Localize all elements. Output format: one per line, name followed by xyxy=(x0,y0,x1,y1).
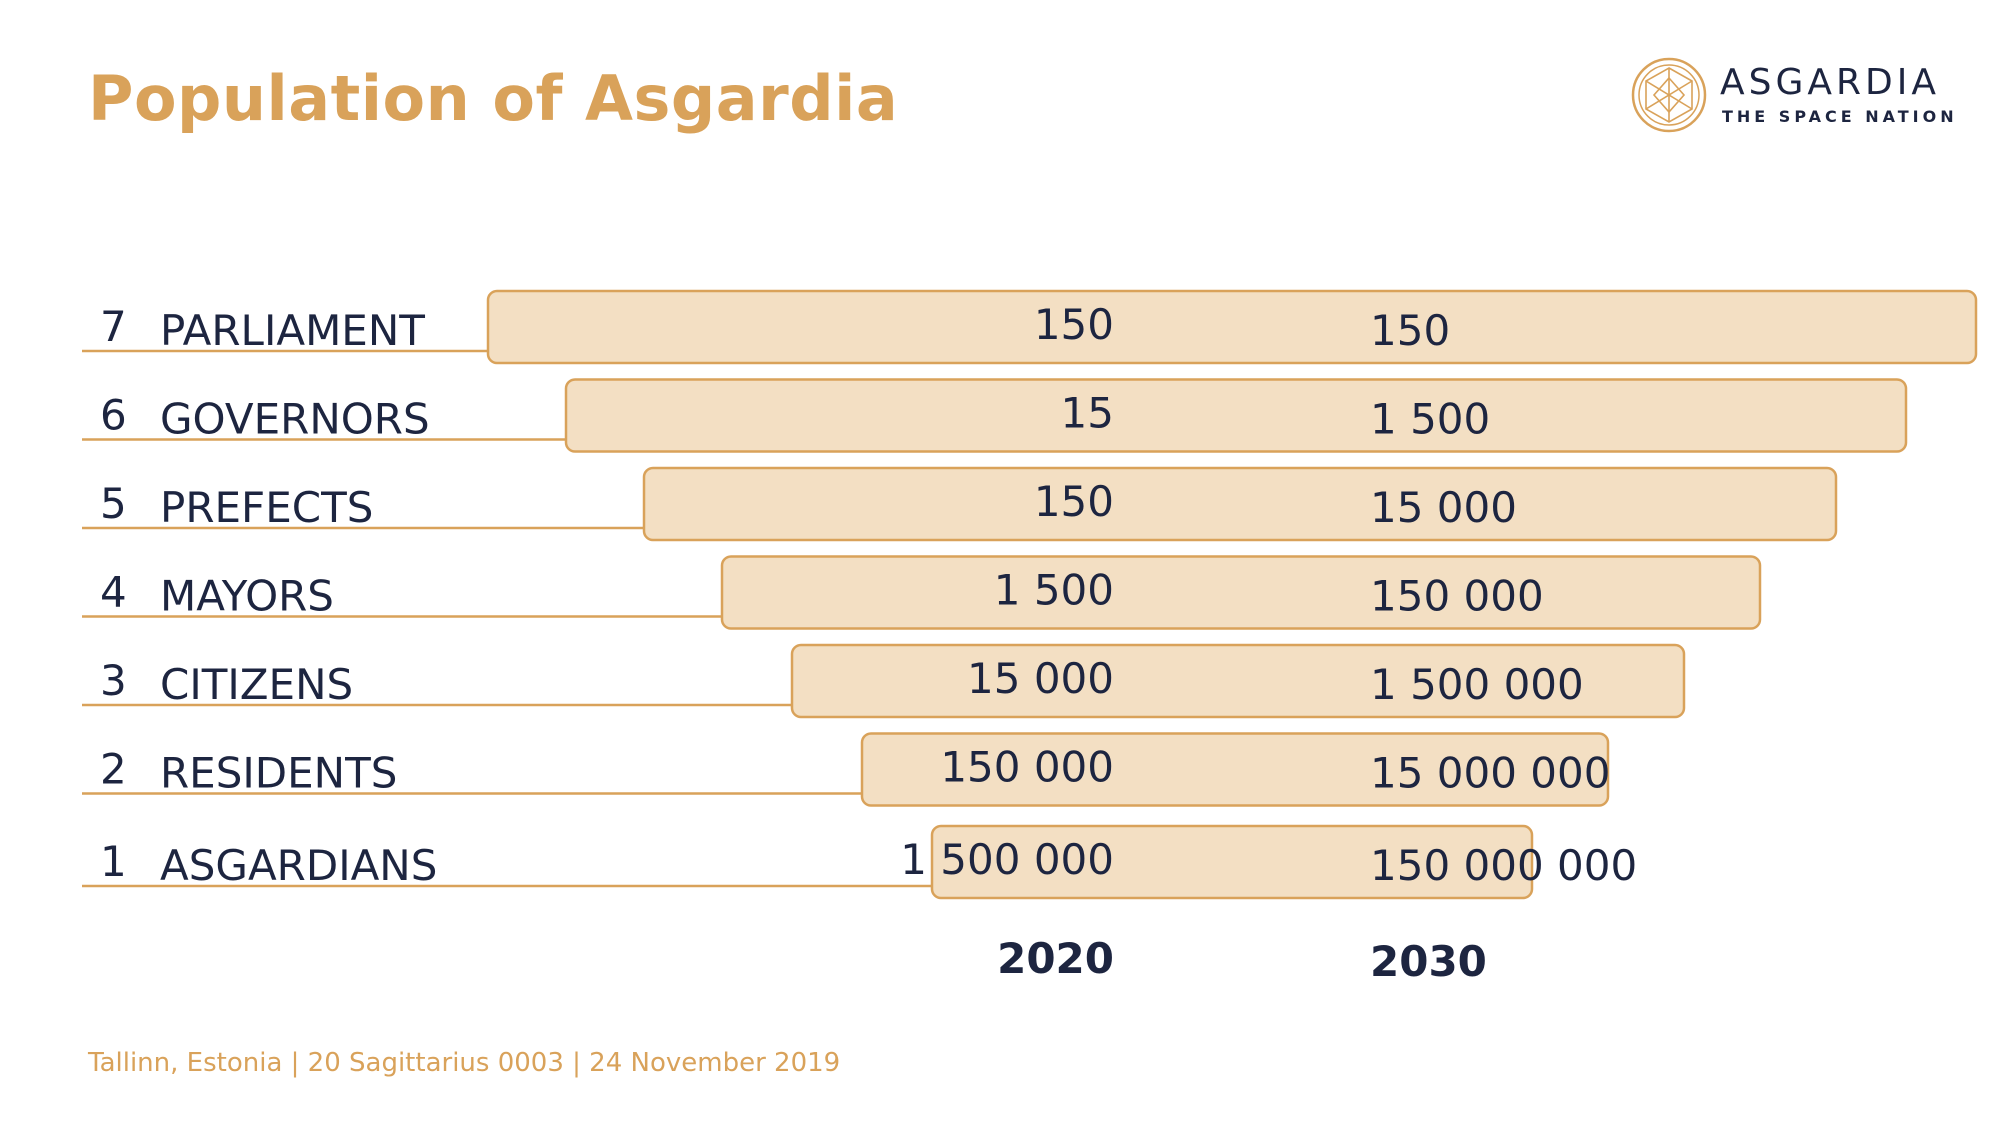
bar-parliament xyxy=(486,289,1978,365)
value-2030: 150 000 xyxy=(1370,572,1544,621)
value-2020: 1 500 xyxy=(994,566,1114,615)
value-2020: 150 000 xyxy=(940,743,1114,792)
value-2020: 1 500 000 xyxy=(900,835,1114,884)
tier-label: MAYORS xyxy=(160,572,334,621)
tier-label: ASGARDIANS xyxy=(160,841,437,890)
tier-label: PARLIAMENT xyxy=(160,306,425,355)
bar-governors xyxy=(564,378,1908,453)
value-2030: 1 500 000 xyxy=(1370,660,1584,709)
asgardia-logo: ASGARDIA THE SPACE NATION xyxy=(1630,56,1954,134)
value-2030: 150 xyxy=(1370,306,1450,355)
rank-number: 7 xyxy=(100,302,127,351)
logo-name: ASGARDIA xyxy=(1720,62,1940,103)
tier-label: CITIZENS xyxy=(160,660,353,709)
bar-mayors xyxy=(720,555,1762,630)
rank-number: 4 xyxy=(100,568,127,617)
bar-prefects xyxy=(642,466,1838,542)
column-label-2030: 2030 xyxy=(1370,937,1487,986)
rank-number: 2 xyxy=(100,745,127,794)
bar-asgardians xyxy=(930,824,1534,900)
column-label-2020: 2020 xyxy=(997,934,1114,983)
value-2020: 15 000 xyxy=(967,654,1114,703)
tier-label: RESIDENTS xyxy=(160,749,397,798)
rank-number: 3 xyxy=(100,656,127,705)
value-2020: 150 xyxy=(1034,300,1114,349)
rank-number: 1 xyxy=(100,837,127,886)
value-2030: 150 000 000 xyxy=(1370,841,1637,890)
page-title: Population of Asgardia xyxy=(88,62,899,135)
tier-label: PREFECTS xyxy=(160,483,373,532)
asgardia-emblem-icon xyxy=(1631,57,1707,133)
value-2030: 1 500 xyxy=(1370,395,1490,444)
value-2020: 15 xyxy=(1061,389,1114,438)
bar-residents xyxy=(860,732,1610,807)
value-2020: 150 xyxy=(1034,477,1114,526)
rank-number: 5 xyxy=(100,479,127,528)
footer-caption: Tallinn, Estonia | 20 Sagittarius 0003 |… xyxy=(88,1048,841,1078)
rank-number: 6 xyxy=(100,391,127,440)
value-2030: 15 000 xyxy=(1370,483,1517,532)
logo-tagline: THE SPACE NATION xyxy=(1722,107,1958,126)
tier-label: GOVERNORS xyxy=(160,395,430,444)
value-2030: 15 000 000 xyxy=(1370,749,1610,798)
bar-citizens xyxy=(790,643,1686,719)
